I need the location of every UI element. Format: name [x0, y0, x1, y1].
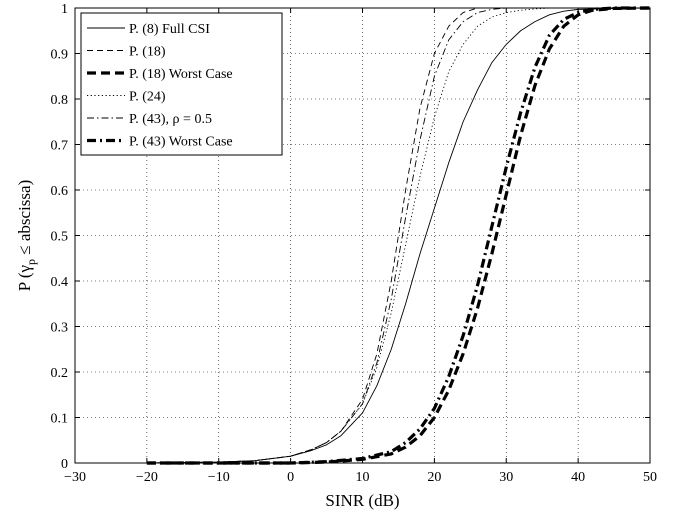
- y-axis-title-suffix: ≤ abscissa): [15, 180, 34, 259]
- y-axis-title-subscript: p: [24, 259, 38, 265]
- legend-label-6: P. (43) Worst Case: [129, 135, 233, 150]
- x-tick-label: 50: [643, 470, 657, 485]
- y-tick-label: 1: [61, 2, 68, 17]
- y-tick-label: 0.7: [51, 139, 69, 154]
- axis-ticks: [74, 7, 651, 464]
- y-tick-label: 0.1: [51, 412, 69, 427]
- series-line-4: [146, 7, 650, 464]
- x-tick-label: 20: [427, 470, 441, 485]
- x-axis-title: SINR (dB): [325, 491, 399, 510]
- y-axis-title-prefix: P (: [15, 272, 34, 291]
- y-tick-label: 0: [61, 457, 68, 472]
- series-line-3: [146, 6, 651, 465]
- y-tick-label: 0.9: [51, 48, 69, 63]
- legend-label-3: P. (18) Worst Case: [129, 67, 233, 82]
- series-lines: [146, 6, 651, 465]
- legend-label-4: P. (24): [129, 90, 166, 105]
- x-tick-label: 0: [287, 470, 294, 485]
- x-tick-label: −30: [64, 470, 86, 485]
- x-tick-label: 30: [499, 470, 513, 485]
- x-tick-label: −20: [136, 470, 158, 485]
- y-tick-label: 0.4: [51, 275, 69, 290]
- series-line-5: [146, 7, 650, 464]
- series-line-6: [146, 6, 650, 465]
- y-tick-label: 0.5: [51, 230, 69, 245]
- series-line-1: [146, 7, 651, 464]
- x-tick-label: 40: [571, 470, 585, 485]
- legend-label-5: P. (43), ρ = 0.5: [129, 112, 212, 127]
- y-tick-label: 0.8: [51, 93, 69, 108]
- legend-label-1: P. (8) Full CSI: [129, 22, 210, 37]
- y-tick-label: 0.3: [51, 321, 69, 336]
- x-tick-label: 10: [356, 470, 370, 485]
- legend: P. (8) Full CSI P. (18) P. (18) Worst Case…: [80, 12, 283, 156]
- legend-box: [80, 12, 283, 156]
- y-tick-label: 0.2: [51, 366, 69, 381]
- legend-label-2: P. (18): [129, 45, 166, 60]
- y-axis-title: P (γp ≤ abscissa): [15, 180, 38, 291]
- y-tick-label: 0.6: [51, 184, 69, 199]
- x-tick-label: −10: [208, 470, 230, 485]
- y-axis-title-gamma: γ: [15, 264, 34, 273]
- tick-labels: −30 −20 −10 0 10 20 30 40 50 0 0.1 0.2 0.3 0.4 0.5 0.6 0…: [51, 2, 658, 485]
